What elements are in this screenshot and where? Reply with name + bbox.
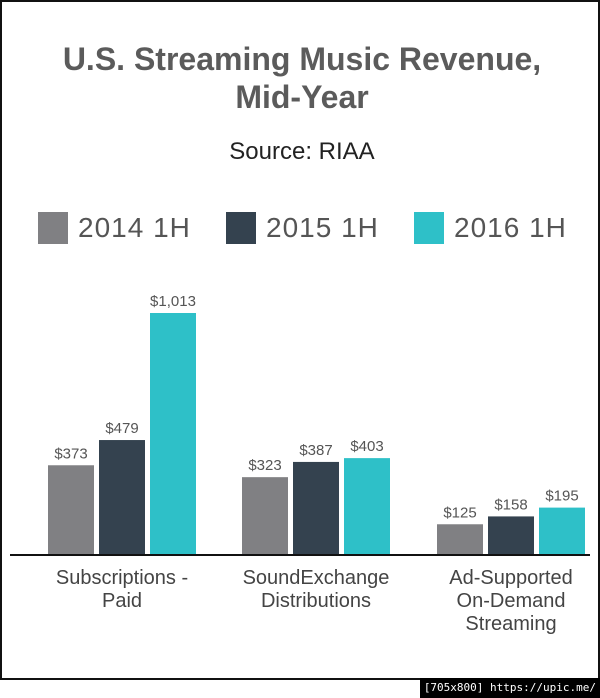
data-label: $1,013 [150,293,196,310]
data-label: $479 [105,420,138,437]
chart-title-line-2: Mid-Year [235,79,369,115]
category-label: Paid [102,590,142,612]
data-label: $158 [494,496,527,513]
bar [488,516,534,554]
chart-title: U.S. Streaming Music Revenue, Mid-Year [2,40,600,116]
category-label: Streaming [465,613,556,635]
legend-item-2014: 2014 1H [38,210,191,246]
chart-title-line-1: U.S. Streaming Music Revenue, [62,41,542,77]
data-label: $125 [443,504,476,521]
bar [242,477,288,554]
legend-label-2015: 2015 1H [266,212,379,243]
legend-item-2016: 2016 1H [414,210,567,246]
legend: 2014 1H 2015 1H 2016 1H [2,210,600,246]
category-label: Subscriptions - [56,567,188,589]
legend-label-2016: 2016 1H [454,212,567,243]
category-label: Ad-Supported [449,567,572,589]
legend-swatch-2015 [226,212,256,244]
legend-label-2014: 2014 1H [78,212,191,243]
bar [539,507,585,554]
legend-swatch-2016 [414,212,444,244]
bar [293,461,339,554]
bar-chart: $373 $479 $1,013 Subscriptions -Paid $323 $38… [10,293,590,635]
bar [99,440,145,554]
data-label: $373 [54,445,87,462]
data-label: $387 [299,442,332,459]
legend-swatch-2014 [38,212,68,244]
data-label: $403 [350,438,383,455]
category-label: Distributions [261,590,371,612]
bar [150,313,196,554]
bar [48,465,94,554]
chart-subtitle: Source: RIAA [229,138,375,165]
watermark: [705x800] https://upic.me/ [419,678,600,698]
category-label: SoundExchange [243,567,390,589]
category-label: On-Demand [457,590,566,612]
data-label: $323 [248,457,281,474]
bar [437,524,483,554]
data-label: $195 [545,488,578,505]
chart-frame: U.S. Streaming Music Revenue, Mid-Year S… [0,0,600,680]
legend-item-2015: 2015 1H [226,210,379,246]
bar [344,458,390,554]
